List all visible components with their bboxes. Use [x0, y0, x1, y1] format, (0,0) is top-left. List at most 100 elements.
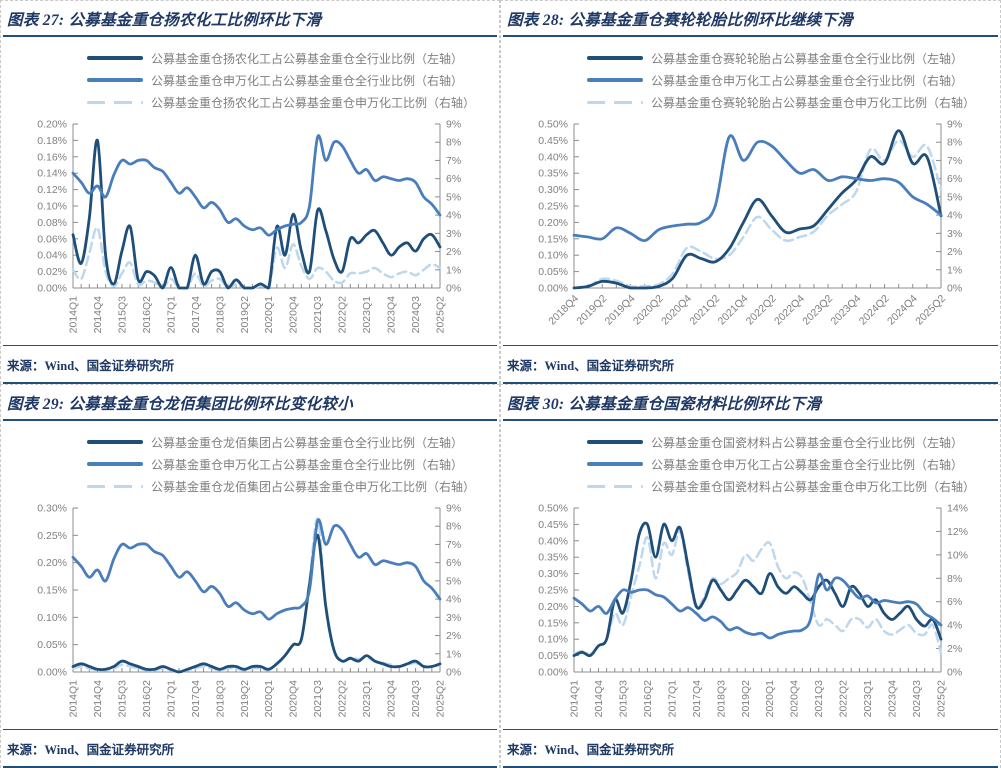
svg-text:0.50%: 0.50%	[538, 503, 568, 515]
svg-text:0.15%: 0.15%	[538, 617, 568, 629]
legend-line-swatch	[87, 56, 143, 60]
svg-text:2025Q2: 2025Q2	[435, 296, 447, 334]
svg-text:2025Q2: 2025Q2	[913, 293, 948, 328]
svg-text:2017Q1: 2017Q1	[165, 680, 177, 718]
svg-text:2017Q4: 2017Q4	[690, 680, 702, 718]
chart-legend: 公募基金重仓扬农化工占公募基金重仓全行业比例（左轴） 公募基金重仓申万化工占公募…	[3, 37, 497, 113]
svg-text:2017Q1: 2017Q1	[666, 680, 678, 718]
figure-panel-30: 图表 30: 公募基金重仓国瓷材料比例环比下滑 公募基金重仓国瓷材料占公募基金重…	[500, 384, 1001, 768]
svg-text:2018Q3: 2018Q3	[715, 680, 727, 718]
svg-text:2025Q2: 2025Q2	[435, 680, 447, 718]
chart-legend: 公募基金重仓国瓷材料占公募基金重仓全行业比例（左轴） 公募基金重仓申万化工占公募…	[503, 421, 998, 497]
legend-line-swatch	[587, 462, 643, 466]
svg-text:2020Q4: 2020Q4	[659, 293, 694, 328]
source-note: 来源：Wind、国金证券研究所	[7, 743, 175, 757]
svg-text:2022Q2: 2022Q2	[743, 293, 778, 328]
svg-text:8%: 8%	[947, 137, 962, 149]
svg-text:0%: 0%	[947, 667, 962, 679]
svg-text:7%: 7%	[947, 155, 962, 167]
svg-text:2018Q3: 2018Q3	[214, 680, 226, 718]
svg-text:2023Q1: 2023Q1	[361, 296, 373, 334]
source-note: 来源：Wind、国金证券研究所	[507, 359, 675, 373]
svg-text:2021Q2: 2021Q2	[687, 293, 722, 328]
svg-text:2024Q3: 2024Q3	[410, 680, 422, 718]
svg-text:0%: 0%	[446, 283, 461, 295]
figure-panel-29: 图表 29: 公募基金重仓龙佰集团比例环比变化较小 公募基金重仓龙佰集团占公募基…	[0, 384, 500, 768]
svg-text:9%: 9%	[446, 503, 461, 515]
svg-text:0.00%: 0.00%	[37, 667, 67, 679]
svg-text:6%: 6%	[947, 596, 962, 608]
svg-text:10%: 10%	[947, 549, 968, 561]
line-chart: 0.00% 0.05% 0.10% 0.15% 0.20% 0.25% 0.30% 0.35%…	[538, 119, 962, 328]
svg-text:2019Q2: 2019Q2	[574, 293, 609, 328]
svg-text:0.20%: 0.20%	[37, 119, 67, 131]
svg-text:2021Q3: 2021Q3	[312, 680, 324, 718]
line-chart: 0.00% 0.02% 0.04% 0.06% 0.08% 0.10% 0.12% 0.14%…	[37, 119, 461, 334]
svg-text:2023Q2: 2023Q2	[800, 293, 835, 328]
svg-text:5%: 5%	[947, 191, 962, 203]
svg-text:7%: 7%	[446, 155, 461, 167]
svg-text:0.16%: 0.16%	[37, 151, 67, 163]
svg-text:2014Q1: 2014Q1	[568, 680, 580, 718]
svg-text:5%: 5%	[446, 575, 461, 587]
svg-text:4%: 4%	[446, 210, 461, 222]
svg-text:2016Q2: 2016Q2	[141, 680, 153, 718]
svg-text:12%: 12%	[947, 526, 968, 538]
svg-text:2016Q2: 2016Q2	[641, 680, 653, 718]
figure-panel-27: 图表 27: 公募基金重仓扬农化工比例环比下滑 公募基金重仓扬农化工占公募基金重…	[0, 0, 500, 384]
svg-text:2014Q4: 2014Q4	[592, 680, 604, 718]
svg-text:8%: 8%	[947, 573, 962, 585]
svg-text:2024Q3: 2024Q3	[410, 296, 422, 334]
svg-text:0.04%: 0.04%	[37, 250, 67, 262]
svg-text:4%: 4%	[947, 620, 962, 632]
svg-text:0%: 0%	[947, 283, 962, 295]
legend-line-swatch	[87, 440, 143, 444]
svg-text:2020Q4: 2020Q4	[288, 296, 300, 334]
legend-line-swatch	[587, 56, 643, 60]
svg-text:0.45%: 0.45%	[538, 135, 568, 147]
svg-text:0.25%: 0.25%	[37, 530, 67, 542]
line-chart: 0.00% 0.05% 0.10% 0.15% 0.20% 0.25% 0.30% 0% 1% 2…	[37, 503, 461, 718]
svg-text:0.25%: 0.25%	[538, 201, 568, 213]
svg-text:2023Q4: 2023Q4	[386, 680, 398, 718]
svg-text:3%: 3%	[446, 228, 461, 240]
legend-line-swatch	[587, 484, 643, 488]
svg-text:5%: 5%	[446, 191, 461, 203]
svg-text:2022Q2: 2022Q2	[337, 680, 349, 718]
chart-legend: 公募基金重仓赛轮轮胎占公募基金重仓全行业比例（左轴） 公募基金重仓申万化工占公募…	[503, 37, 998, 113]
svg-text:0.14%: 0.14%	[37, 168, 67, 180]
svg-text:0.20%: 0.20%	[37, 557, 67, 569]
svg-text:0.05%: 0.05%	[37, 639, 67, 651]
legend-label: 公募基金重仓申万化工占公募基金重仓全行业比例（右轴）	[151, 73, 464, 88]
legend-item: 公募基金重仓申万化工占公募基金重仓全行业比例（右轴）	[87, 69, 497, 91]
svg-text:9%: 9%	[947, 119, 962, 131]
legend-label: 公募基金重仓扬农化工占公募基金重仓申万化工比例（右轴）	[151, 95, 476, 110]
svg-text:2018Q3: 2018Q3	[214, 296, 226, 334]
legend-item: 公募基金重仓申万化工占公募基金重仓全行业比例（右轴）	[87, 453, 497, 475]
svg-text:0.30%: 0.30%	[538, 568, 568, 580]
legend-line-swatch	[87, 484, 143, 488]
svg-text:6%: 6%	[947, 173, 962, 185]
legend-item: 公募基金重仓龙佰集团占公募基金重仓全行业比例（左轴）	[87, 431, 497, 453]
svg-text:0.10%: 0.10%	[37, 201, 67, 213]
legend-item: 公募基金重仓申万化工占公募基金重仓全行业比例（右轴）	[587, 453, 998, 475]
legend-item: 公募基金重仓申万化工占公募基金重仓全行业比例（右轴）	[587, 69, 998, 91]
svg-text:7%: 7%	[446, 539, 461, 551]
svg-text:2%: 2%	[446, 630, 461, 642]
svg-text:2021Q3: 2021Q3	[813, 680, 825, 718]
svg-text:0.05%: 0.05%	[538, 650, 568, 662]
svg-text:0.25%: 0.25%	[538, 585, 568, 597]
svg-text:6%: 6%	[446, 173, 461, 185]
legend-line-swatch	[587, 440, 643, 444]
svg-text:0%: 0%	[446, 667, 461, 679]
legend-item: 公募基金重仓龙佰集团占公募基金重仓申万化工比例（右轴）	[87, 475, 497, 497]
svg-text:2019Q2: 2019Q2	[739, 680, 751, 718]
svg-text:9%: 9%	[446, 119, 461, 131]
svg-text:2019Q4: 2019Q4	[602, 293, 637, 328]
figure-title: 图表 30: 公募基金重仓国瓷材料比例环比下滑	[507, 396, 822, 413]
legend-label: 公募基金重仓申万化工占公募基金重仓全行业比例（右轴）	[651, 73, 964, 88]
svg-text:4%: 4%	[947, 210, 962, 222]
svg-text:2015Q3: 2015Q3	[617, 680, 629, 718]
svg-text:0.40%: 0.40%	[538, 151, 568, 163]
